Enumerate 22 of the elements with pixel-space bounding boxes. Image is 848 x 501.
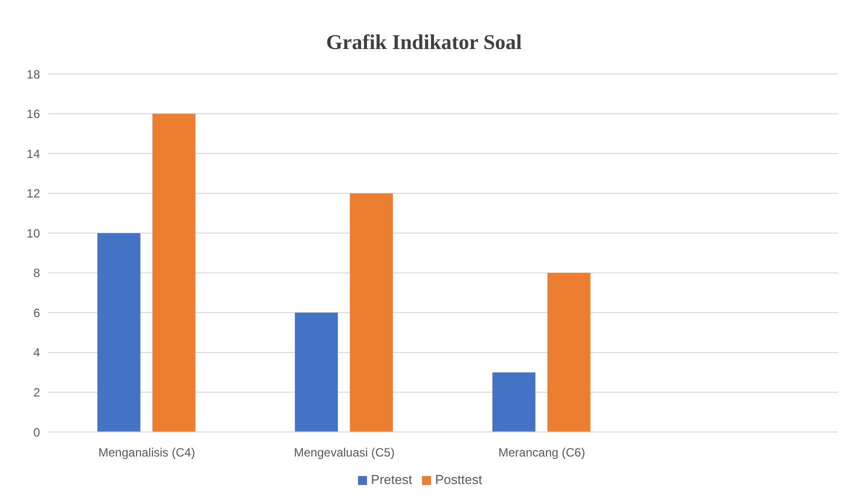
bar xyxy=(294,312,338,432)
bar xyxy=(547,272,590,432)
x-tick-label: Menganalisis (C4) xyxy=(98,446,196,460)
y-tick-label: 10 xyxy=(26,226,40,240)
bar xyxy=(350,193,393,432)
y-tick-label: 18 xyxy=(26,67,40,82)
x-tick-label: Merancang (C6) xyxy=(498,446,586,460)
y-tick-label: 4 xyxy=(33,346,40,360)
chart-title: Grafik Indikator Soal xyxy=(325,30,523,55)
y-tick-label: 12 xyxy=(26,186,40,201)
bar xyxy=(97,233,140,432)
bar xyxy=(492,372,536,432)
legend-label: Pretest xyxy=(370,472,412,487)
y-tick-label: 0 xyxy=(33,425,40,440)
y-tick-label: 6 xyxy=(33,306,40,320)
bar xyxy=(152,114,196,432)
y-tick-label: 14 xyxy=(26,146,40,161)
y-tick-label: 16 xyxy=(26,107,40,122)
y-tick-label: 2 xyxy=(33,385,40,400)
legend-label: Posttest xyxy=(435,472,482,487)
x-tick-label: Mengevaluasi (C5) xyxy=(294,446,395,460)
y-tick-label: 8 xyxy=(33,266,40,280)
